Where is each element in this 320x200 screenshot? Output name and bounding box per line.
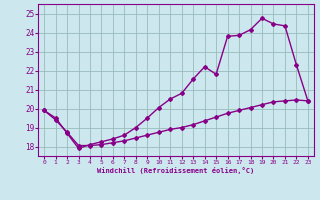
- X-axis label: Windchill (Refroidissement éolien,°C): Windchill (Refroidissement éolien,°C): [97, 167, 255, 174]
